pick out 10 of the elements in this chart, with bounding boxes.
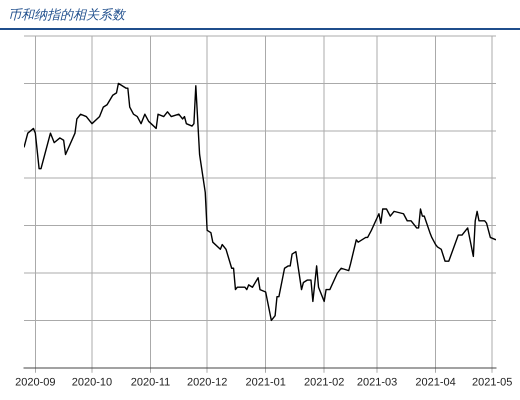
chart-title: 币和纳指的相关系数 [0, 0, 520, 30]
x-tick-label: 2021-02 [304, 376, 344, 388]
x-tick-label: 2020-11 [130, 376, 170, 388]
x-tick-label: 2021-05 [472, 376, 512, 388]
x-tick-label: 2020-10 [72, 376, 112, 388]
x-tick-label: 2021-03 [356, 376, 398, 388]
x-tick-label: 2020-12 [186, 376, 228, 388]
x-tick-label: 2020-09 [15, 376, 56, 388]
x-tick-label: 2021-04 [415, 376, 456, 388]
x-tick-label: 2021-01 [245, 376, 286, 388]
